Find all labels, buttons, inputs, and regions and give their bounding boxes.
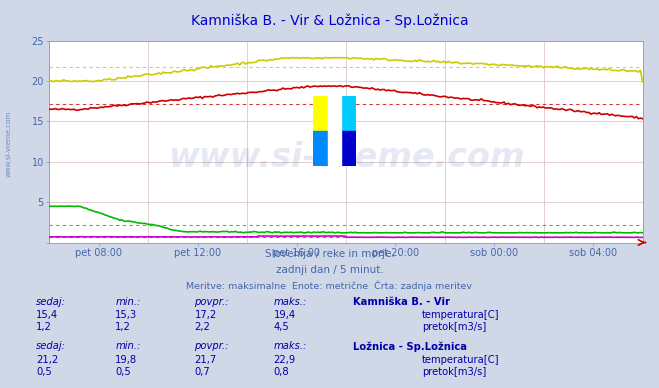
Text: Slovenija / reke in morje.: Slovenija / reke in morje. bbox=[264, 249, 395, 259]
Text: zadnji dan / 5 minut.: zadnji dan / 5 minut. bbox=[275, 265, 384, 275]
Text: povpr.:: povpr.: bbox=[194, 341, 229, 352]
Text: 1,2: 1,2 bbox=[115, 322, 131, 332]
Text: pretok[m3/s]: pretok[m3/s] bbox=[422, 322, 486, 332]
Text: 0,5: 0,5 bbox=[115, 367, 131, 377]
Text: 19,8: 19,8 bbox=[115, 355, 138, 365]
Text: povpr.:: povpr.: bbox=[194, 297, 229, 307]
Bar bbox=[314, 96, 335, 131]
Text: maks.:: maks.: bbox=[273, 297, 307, 307]
Text: temperatura[C]: temperatura[C] bbox=[422, 310, 500, 320]
Text: sedaj:: sedaj: bbox=[36, 341, 67, 352]
Text: 17,2: 17,2 bbox=[194, 310, 217, 320]
Text: 15,3: 15,3 bbox=[115, 310, 138, 320]
Bar bbox=[335, 96, 357, 131]
Text: Kamniška B. - Vir: Kamniška B. - Vir bbox=[353, 297, 449, 307]
Bar bbox=[314, 131, 335, 166]
Text: temperatura[C]: temperatura[C] bbox=[422, 355, 500, 365]
Text: www.si-vreme.com: www.si-vreme.com bbox=[5, 111, 12, 177]
Polygon shape bbox=[328, 96, 341, 166]
Text: 4,5: 4,5 bbox=[273, 322, 289, 332]
Text: maks.:: maks.: bbox=[273, 341, 307, 352]
Text: 21,7: 21,7 bbox=[194, 355, 217, 365]
Text: 21,2: 21,2 bbox=[36, 355, 59, 365]
Bar bbox=[335, 131, 357, 166]
Text: min.:: min.: bbox=[115, 297, 141, 307]
Text: www.si-vreme.com: www.si-vreme.com bbox=[167, 141, 525, 174]
Text: Meritve: maksimalne  Enote: metrične  Črta: zadnja meritev: Meritve: maksimalne Enote: metrične Črta… bbox=[186, 280, 473, 291]
Text: Kamniška B. - Vir & Ložnica - Sp.Ložnica: Kamniška B. - Vir & Ložnica - Sp.Ložnica bbox=[190, 14, 469, 28]
Text: pretok[m3/s]: pretok[m3/s] bbox=[422, 367, 486, 377]
Text: sedaj:: sedaj: bbox=[36, 297, 67, 307]
Text: 1,2: 1,2 bbox=[36, 322, 52, 332]
Text: 2,2: 2,2 bbox=[194, 322, 210, 332]
Text: 19,4: 19,4 bbox=[273, 310, 296, 320]
Text: 0,5: 0,5 bbox=[36, 367, 52, 377]
Text: min.:: min.: bbox=[115, 341, 141, 352]
Text: Ložnica - Sp.Ložnica: Ložnica - Sp.Ložnica bbox=[353, 341, 467, 352]
Text: 22,9: 22,9 bbox=[273, 355, 296, 365]
Text: 0,8: 0,8 bbox=[273, 367, 289, 377]
Text: 0,7: 0,7 bbox=[194, 367, 210, 377]
Text: 15,4: 15,4 bbox=[36, 310, 59, 320]
